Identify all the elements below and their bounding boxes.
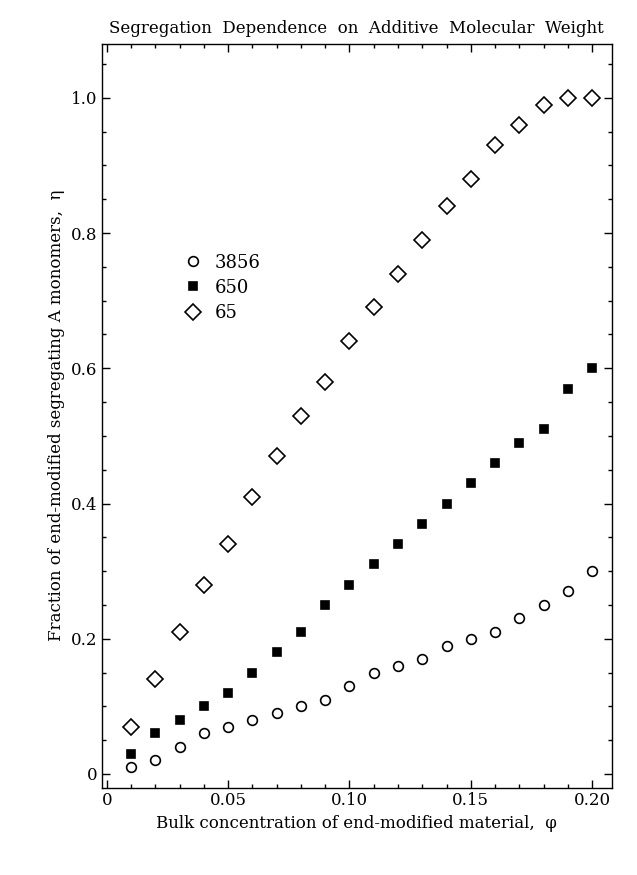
65 [564, 93, 571, 103]
650 [224, 688, 232, 698]
650 [346, 579, 354, 590]
3856 [419, 654, 426, 664]
65 [200, 579, 208, 590]
650 [589, 363, 596, 374]
65 [370, 302, 378, 312]
65 [491, 140, 499, 150]
650 [127, 748, 135, 759]
65 [394, 269, 402, 279]
650 [515, 438, 523, 448]
65 [127, 721, 135, 732]
3856 [491, 626, 499, 637]
3856 [443, 640, 450, 651]
3856 [467, 634, 475, 644]
3856 [564, 586, 571, 597]
65 [443, 200, 450, 211]
650 [248, 668, 256, 678]
650 [176, 715, 183, 725]
650 [394, 539, 402, 550]
65 [419, 234, 426, 245]
65 [346, 336, 354, 346]
65 [589, 93, 596, 103]
3856 [540, 599, 547, 610]
Line: 65: 65 [125, 92, 598, 732]
650 [564, 383, 571, 394]
3856 [200, 728, 208, 738]
650 [273, 647, 280, 657]
3856 [127, 762, 135, 773]
Legend: 3856, 650, 65: 3856, 650, 65 [182, 254, 261, 322]
Y-axis label: Fraction of end-modified segregating A monomers,  η: Fraction of end-modified segregating A m… [48, 190, 65, 641]
65 [540, 100, 547, 110]
3856 [297, 701, 304, 711]
65 [152, 674, 159, 684]
3856 [248, 715, 256, 725]
Line: 3856: 3856 [126, 566, 597, 772]
X-axis label: Bulk concentration of end-modified material,  φ: Bulk concentration of end-modified mater… [156, 815, 557, 832]
65 [248, 492, 256, 502]
65 [467, 174, 475, 185]
650 [419, 519, 426, 529]
650 [370, 559, 378, 570]
650 [467, 478, 475, 488]
3856 [321, 695, 329, 705]
650 [200, 701, 208, 711]
65 [297, 410, 304, 421]
65 [224, 539, 232, 550]
650 [321, 599, 329, 610]
Title: Segregation  Dependence  on  Additive  Molecular  Weight: Segregation Dependence on Additive Molec… [110, 19, 604, 37]
650 [540, 424, 547, 434]
3856 [515, 613, 523, 624]
3856 [394, 661, 402, 671]
3856 [176, 742, 183, 752]
3856 [370, 668, 378, 678]
650 [443, 498, 450, 508]
65 [515, 120, 523, 130]
3856 [273, 708, 280, 718]
3856 [152, 755, 159, 766]
3856 [346, 681, 354, 691]
65 [321, 376, 329, 387]
65 [176, 626, 183, 637]
Line: 650: 650 [127, 364, 596, 758]
3856 [589, 566, 596, 577]
650 [297, 626, 304, 637]
65 [273, 451, 280, 461]
3856 [224, 721, 232, 732]
650 [491, 458, 499, 468]
650 [152, 728, 159, 738]
